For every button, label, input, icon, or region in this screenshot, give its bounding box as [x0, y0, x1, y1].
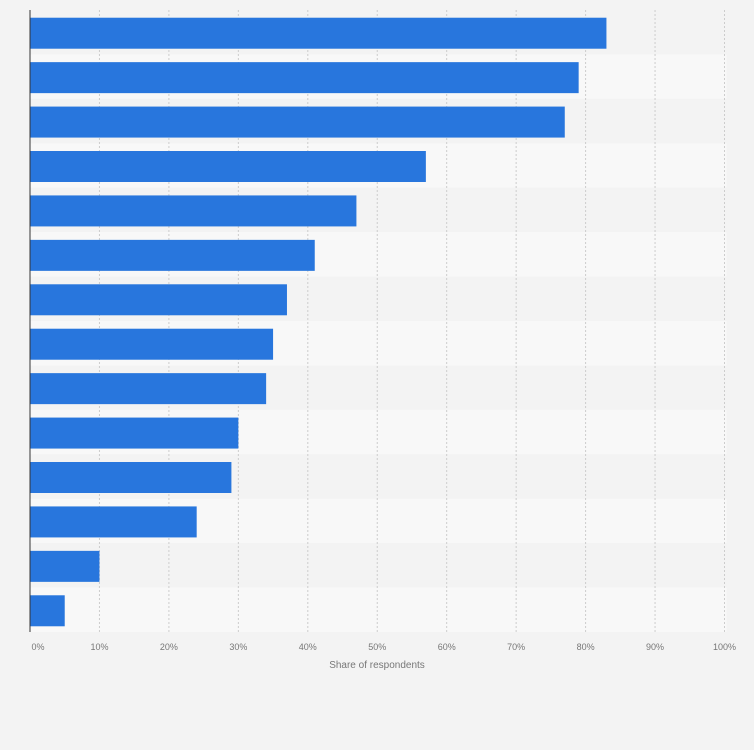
- bar: [30, 417, 239, 449]
- bar: [30, 550, 100, 582]
- x-tick-label: 70%: [507, 642, 525, 652]
- x-tick-label: 30%: [229, 642, 247, 652]
- row-band: [30, 587, 727, 632]
- x-tick-label: 10%: [90, 642, 108, 652]
- row-band: [30, 543, 727, 588]
- bar: [30, 284, 287, 316]
- bar: [30, 62, 579, 94]
- x-tick-label: 80%: [577, 642, 595, 652]
- x-tick-label: 50%: [368, 642, 386, 652]
- x-tick-label: 40%: [299, 642, 317, 652]
- x-tick-label: 90%: [646, 642, 664, 652]
- bar: [30, 151, 426, 182]
- bar: [30, 595, 65, 627]
- bar: [30, 195, 357, 227]
- x-tick-label: 100%: [713, 642, 736, 652]
- x-tick-label: 60%: [438, 642, 456, 652]
- bar: [30, 506, 197, 538]
- bar: [30, 239, 315, 271]
- bar: [30, 17, 607, 49]
- bar: [30, 373, 267, 405]
- bar: [30, 328, 274, 360]
- x-tick-label: 0%: [31, 642, 44, 652]
- bar: [30, 106, 565, 138]
- x-tick-label: 20%: [160, 642, 178, 652]
- x-axis-label: Share of respondents: [329, 660, 425, 671]
- bar: [30, 462, 232, 493]
